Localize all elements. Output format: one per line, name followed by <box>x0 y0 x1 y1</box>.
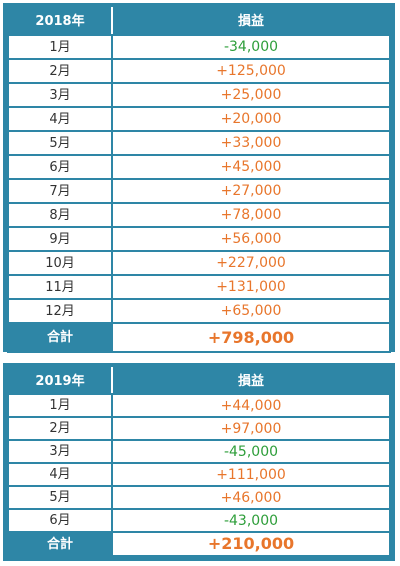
table-row: 6月 -43,000 <box>7 508 391 533</box>
table-row: 5月 +46,000 <box>7 485 391 510</box>
table-row: 3月 +25,000 <box>7 82 391 108</box>
table-row: 2月 +97,000 <box>7 416 391 441</box>
table-row: 5月 +33,000 <box>7 130 391 156</box>
table-header-row: 2019年 損益 <box>7 367 391 395</box>
profit-value-cell: +227,000 <box>111 250 391 276</box>
total-value: +798,000 <box>111 322 391 353</box>
month-cell: 12月 <box>7 298 113 324</box>
profit-value-cell: +78,000 <box>111 202 391 228</box>
table-row: 8月 +78,000 <box>7 202 391 228</box>
table-body: 1月 +44,000 2月 +97,000 3月 -45,000 4月 +111,000 5月 +… <box>7 393 391 533</box>
profit-value-cell: +111,000 <box>111 462 391 487</box>
table-row: 1月 -34,000 <box>7 34 391 60</box>
profit-value-cell: +27,000 <box>111 178 391 204</box>
month-cell: 7月 <box>7 178 113 204</box>
table-row: 9月 +56,000 <box>7 226 391 252</box>
table-row: 11月 +131,000 <box>7 274 391 300</box>
total-value: +210,000 <box>111 531 391 557</box>
table-row: 7月 +27,000 <box>7 178 391 204</box>
month-cell: 1月 <box>7 34 113 60</box>
profit-value-cell: -45,000 <box>111 439 391 464</box>
profit-value-cell: +65,000 <box>111 298 391 324</box>
total-label: 合計 <box>7 531 113 557</box>
table-row: 2月 +125,000 <box>7 58 391 84</box>
month-cell: 9月 <box>7 226 113 252</box>
total-label: 合計 <box>7 322 113 353</box>
profit-value-cell: -34,000 <box>111 34 391 60</box>
year-header: 2019年 <box>7 367 113 395</box>
month-cell: 2月 <box>7 58 113 84</box>
profit-value-cell: +44,000 <box>111 393 391 418</box>
table-2019-panel: 2019年 損益 1月 +44,000 2月 +97,000 3月 -45,000 4月 +1… <box>3 363 395 561</box>
total-row: 合計 +798,000 <box>7 322 391 353</box>
profit-value-cell: +45,000 <box>111 154 391 180</box>
table-row: 6月 +45,000 <box>7 154 391 180</box>
profit-value-cell: +131,000 <box>111 274 391 300</box>
profit-value-cell: +56,000 <box>111 226 391 252</box>
year-header: 2018年 <box>7 7 113 36</box>
table-row: 12月 +65,000 <box>7 298 391 324</box>
profit-value-cell: +125,000 <box>111 58 391 84</box>
profit-header: 損益 <box>111 367 391 395</box>
profit-value-cell: -43,000 <box>111 508 391 533</box>
month-cell: 6月 <box>7 508 113 533</box>
month-cell: 2月 <box>7 416 113 441</box>
month-cell: 5月 <box>7 485 113 510</box>
profit-table-2019: 2019年 損益 1月 +44,000 2月 +97,000 3月 -45,000 4月 +1… <box>7 367 391 557</box>
profit-value-cell: +20,000 <box>111 106 391 132</box>
table-body: 1月 -34,000 2月 +125,000 3月 +25,000 4月 +20,000 5月 +… <box>7 34 391 324</box>
month-cell: 5月 <box>7 130 113 156</box>
month-cell: 10月 <box>7 250 113 276</box>
table-row: 10月 +227,000 <box>7 250 391 276</box>
month-cell: 11月 <box>7 274 113 300</box>
table-row: 1月 +44,000 <box>7 393 391 418</box>
table-2018-panel: 2018年 損益 1月 -34,000 2月 +125,000 3月 +25,000 4月 +… <box>3 3 395 353</box>
table-header-row: 2018年 損益 <box>7 7 391 36</box>
month-cell: 8月 <box>7 202 113 228</box>
month-cell: 3月 <box>7 439 113 464</box>
profit-value-cell: +25,000 <box>111 82 391 108</box>
table-row: 4月 +20,000 <box>7 106 391 132</box>
profit-value-cell: +46,000 <box>111 485 391 510</box>
table-row: 3月 -45,000 <box>7 439 391 464</box>
table-row: 4月 +111,000 <box>7 462 391 487</box>
month-cell: 1月 <box>7 393 113 418</box>
total-row: 合計 +210,000 <box>7 531 391 557</box>
month-cell: 6月 <box>7 154 113 180</box>
month-cell: 4月 <box>7 106 113 132</box>
profit-value-cell: +33,000 <box>111 130 391 156</box>
profit-header: 損益 <box>111 7 391 36</box>
month-cell: 4月 <box>7 462 113 487</box>
month-cell: 3月 <box>7 82 113 108</box>
profit-table-2018: 2018年 損益 1月 -34,000 2月 +125,000 3月 +25,000 4月 +… <box>7 7 391 353</box>
profit-value-cell: +97,000 <box>111 416 391 441</box>
